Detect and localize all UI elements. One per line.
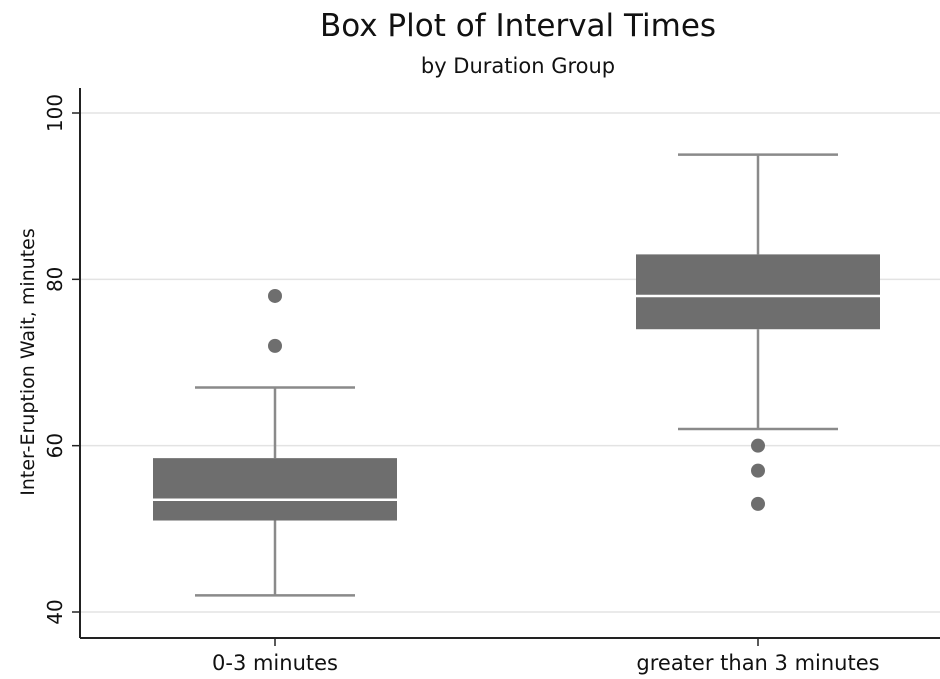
y-tick-label: 100 [43,94,67,132]
outlier-point [268,288,282,303]
boxes [153,153,880,597]
x-category-label: 0-3 minutes [212,651,338,675]
box-group [153,288,397,597]
outlier-point [751,438,765,453]
outlier-point [751,496,765,511]
chart-title: Box Plot of Interval Times [320,8,716,44]
axes: 40 60 80 100 0-3 minutes greater than 3 minut… [43,88,940,675]
y-tick-label: 40 [43,599,67,624]
outlier-point [751,463,765,478]
box-iqr [153,458,397,521]
chart-subtitle: by Duration Group [421,54,615,78]
y-tick-label: 60 [43,433,67,458]
y-tick-label: 80 [43,267,67,292]
y-axis-label: Inter-Eruption Wait, minutes [17,228,39,496]
x-category-label: greater than 3 minutes [636,651,879,675]
box-iqr [636,254,880,330]
grid-lines [80,112,940,613]
box-group [636,153,880,511]
outlier-point [268,338,282,353]
